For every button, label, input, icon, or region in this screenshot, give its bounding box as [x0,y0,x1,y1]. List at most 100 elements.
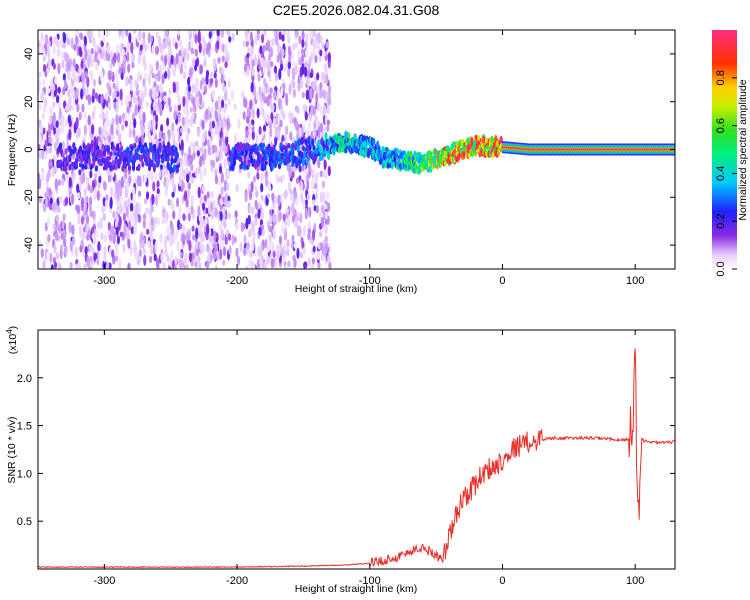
spectrogram-noise-cell [180,127,184,134]
spectrogram-noise-cell [77,217,81,225]
spectrogram-noise-cell [49,106,53,116]
spectrogram-noise-cell [91,124,95,135]
spectrogram-noise-cell [282,30,287,36]
spectrogram-ridge-cell [662,148,664,151]
spectrogram-noise-cell [231,32,235,42]
spectrogram-noise-cell [268,225,272,233]
spectrogram-noise-cell [287,181,292,192]
spectrogram-noise-cell [247,214,251,225]
x-tick-label: 0 [499,275,505,287]
spectrogram-noise-cell [134,248,138,260]
spectrogram-y-label: Frequency (Hz) [6,114,18,186]
spectrogram-noise-cell [291,43,296,51]
spectrogram-noise-cell [127,197,131,209]
spectrogram-noise-cell [214,174,219,185]
spectrogram-noise-cell [319,49,323,57]
spectrogram-noise-cell [91,111,95,120]
spectrogram-noise-cell [150,216,154,227]
spectrogram-noise-cell [266,39,271,51]
spectrogram-noise-cell [58,107,62,120]
spectrogram-noise-cell [142,111,146,124]
snr-y-label: SNR (10 * v/v) [6,416,18,483]
spectrogram-noise-cell [201,202,206,211]
spectrogram-ridge-cell [501,146,504,148]
spectrogram-noise-cell [223,104,227,115]
spectrogram-noise-cell [143,61,148,71]
spectrogram-noise-cell [92,104,97,114]
spectrogram-noise-cell [299,251,304,259]
spectrogram-noise-cell [147,121,152,130]
spectrogram-noise-cell [292,254,296,262]
spectrogram-noise-cell [175,81,179,93]
spectrogram-ridge-cell [284,145,288,153]
spectrogram-noise-cell [106,82,110,90]
spectrogram-noise-cell [154,172,158,181]
spectrogram-noise-cell [48,115,52,125]
spectrogram-noise-cell [64,196,69,206]
spectrogram-noise-cell [80,197,85,208]
spectrogram-noise-cell [269,98,273,109]
spectrogram-noise-cell [306,193,310,201]
spectrogram-noise-cell [283,63,287,73]
spectrogram-noise-cell [203,194,207,202]
spectrogram-ridge-cell [272,144,276,150]
spectrogram-noise-cell [249,227,253,236]
spectrogram-noise-cell [323,159,327,170]
spectrogram-ridge-cell [629,148,631,151]
spectrogram-noise-cell [62,213,66,222]
spectrogram-noise-cell [77,261,81,269]
spectrogram-noise-cell [265,115,269,124]
spectrogram-noise-cell [189,106,194,113]
spectrogram-noise-cell [211,89,216,101]
spectrogram-noise-cell [123,223,127,233]
spectrogram-noise-cell [106,118,111,127]
spectrogram-noise-cell [273,65,278,74]
spectrogram-noise-cell [135,135,139,144]
spectrogram-noise-cell [155,137,159,148]
spectrogram-noise-cell [178,258,182,269]
spectrogram-noise-cell [83,263,87,269]
spectrogram-noise-cell [256,171,260,180]
spectrogram-noise-cell [217,95,221,105]
spectrogram-noise-cell [314,192,318,200]
spectrogram-noise-cell [291,214,296,223]
spectrogram-noise-cell [242,111,246,120]
spectrogram-noise-cell [155,60,159,71]
spectrogram-noise-cell [250,81,254,93]
spectrogram-noise-cell [151,91,156,100]
spectrogram-noise-cell [92,79,97,86]
spectrogram-noise-cell [328,261,332,269]
spectrogram-noise-cell [133,240,137,249]
spectrogram-noise-cell [100,112,104,120]
spectrogram-ridge-cell [667,148,670,151]
spectrogram-noise-cell [104,92,109,101]
spectrogram-noise-cell [184,123,188,134]
spectrogram-noise-cell [113,101,117,110]
spectrogram-noise-cell [171,177,175,188]
spectrogram-noise-cell [137,72,141,82]
spectrogram-ridge-cell [384,161,388,169]
spectrogram-noise-cell [218,120,222,133]
spectrogram-noise-cell [302,224,307,237]
spectrogram-noise-cell [227,233,232,241]
spectrogram-noise-cell [142,78,146,88]
spectrogram-noise-cell [46,45,50,57]
spectrogram-noise-cell [226,118,230,131]
spectrogram-noise-cell [197,186,201,198]
spectrogram-ridge-cell [158,144,162,152]
spectrogram-noise-cell [160,124,164,133]
spectrogram-noise-cell [185,197,189,208]
spectrogram-noise-cell [302,198,306,210]
spectrogram-noise-cell [296,224,301,237]
spectrogram-noise-cell [179,66,183,75]
spectrogram-noise-cell [233,103,237,110]
spectrogram-noise-cell [246,242,250,250]
spectrogram-noise-cell [312,128,316,138]
spectrogram-noise-cell [254,184,258,192]
spectrogram-ridge-cell [503,146,505,149]
spectrogram-noise-cell [165,213,169,220]
spectrogram-noise-cell [83,111,88,120]
colorbar-tick-label: 0.6 [715,118,727,133]
spectrogram-noise-cell [308,206,312,218]
spectrogram-ridge-cell [247,161,251,168]
